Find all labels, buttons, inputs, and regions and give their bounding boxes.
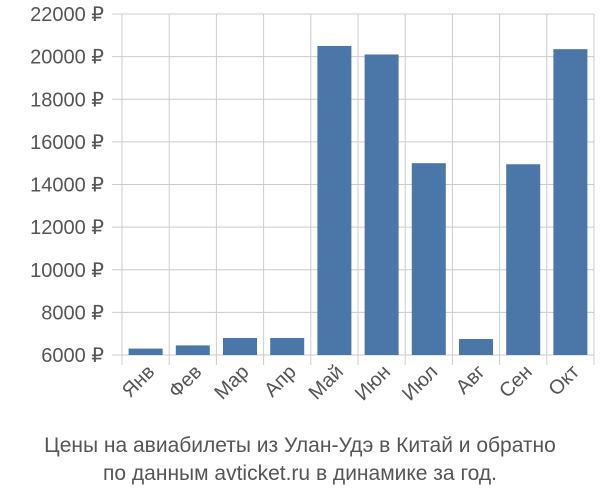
x-tick-label: Июл: [398, 361, 442, 405]
price-bar-chart: 6000 ₽ 8000 ₽ 10000 ₽ 12000 ₽ 14000 ₽ 16000 ₽…: [30, 4, 595, 405]
x-tick-label: Мар: [210, 361, 253, 404]
y-tick-label: 20000 ₽: [30, 47, 104, 69]
x-tick-label: Авг: [452, 361, 490, 399]
bar-10: [553, 49, 588, 356]
x-tick-label: Фев: [165, 361, 207, 403]
x-tick-label: Май: [305, 361, 348, 404]
chart-caption: Цены на авиабилеты из Улан-Удэ в Китай и…: [0, 432, 600, 488]
y-tick-label: 16000 ₽: [30, 132, 104, 154]
y-tick-label: 10000 ₽: [30, 260, 104, 282]
y-tick-label: 8000 ₽: [41, 302, 104, 324]
y-tick-label: 22000 ₽: [30, 4, 104, 26]
bar-5: [317, 45, 352, 355]
caption-line-1: Цены на авиабилеты из Улан-Удэ в Китай и…: [44, 434, 556, 457]
bar-7: [411, 163, 446, 355]
y-tick-label: 6000 ₽: [41, 345, 104, 367]
bar-1: [128, 348, 163, 355]
caption-line-2: по данным avticket.ru в динамике за год.: [103, 462, 497, 485]
x-tick-label: Июн: [351, 361, 395, 405]
bar-8: [459, 339, 493, 355]
bar-4: [270, 337, 305, 355]
x-tick-label: Янв: [118, 361, 159, 402]
bar-3: [223, 337, 257, 355]
y-tick-label: 12000 ₽: [30, 217, 104, 239]
x-tick-label: Сен: [495, 361, 536, 402]
x-tick-label: Окт: [545, 361, 584, 400]
y-tick-label: 14000 ₽: [30, 175, 104, 197]
x-tick-label: Апр: [260, 361, 301, 402]
bar-6: [364, 54, 399, 356]
bar-9: [506, 164, 541, 355]
bar-2: [175, 345, 210, 355]
y-tick-label: 18000 ₽: [30, 89, 104, 111]
